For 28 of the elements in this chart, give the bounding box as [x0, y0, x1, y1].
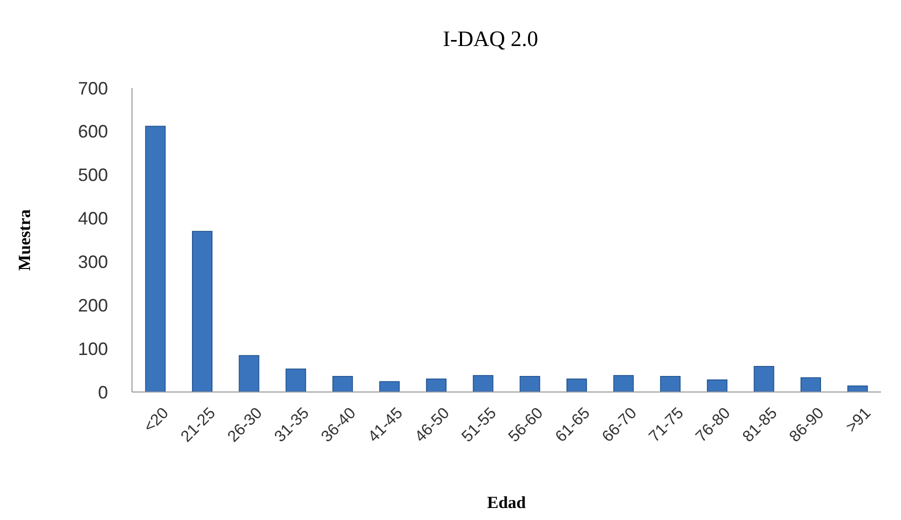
bar: [472, 375, 494, 392]
y-axis-title: Muestra: [15, 208, 34, 271]
y-tick-label: 600: [78, 122, 108, 142]
y-tick-label: 700: [78, 78, 108, 98]
bar: [379, 381, 400, 392]
bar: [706, 379, 728, 392]
bar: [520, 376, 540, 392]
bar: [566, 378, 587, 392]
chart-title: I-DAQ 2.0: [442, 26, 538, 51]
y-tick-label: 300: [78, 252, 108, 272]
bar: [800, 377, 822, 392]
y-tick-label: 0: [98, 382, 108, 402]
bar: [613, 375, 634, 392]
bar: [660, 376, 681, 392]
bar: [145, 126, 166, 392]
y-tick-label: 100: [78, 338, 108, 359]
bar: [426, 378, 447, 392]
y-tick-label: 500: [78, 165, 108, 186]
bar: [286, 368, 306, 392]
bar: [238, 355, 260, 392]
bar: [192, 230, 212, 392]
bar: [754, 366, 774, 392]
bar: [332, 376, 353, 392]
x-tick-label: >91: [843, 404, 874, 436]
x-axis-title: Edad: [487, 493, 526, 512]
y-tick-label: 200: [78, 295, 108, 316]
y-tick-label: 400: [78, 208, 108, 229]
x-tick-label: <20: [140, 404, 172, 436]
